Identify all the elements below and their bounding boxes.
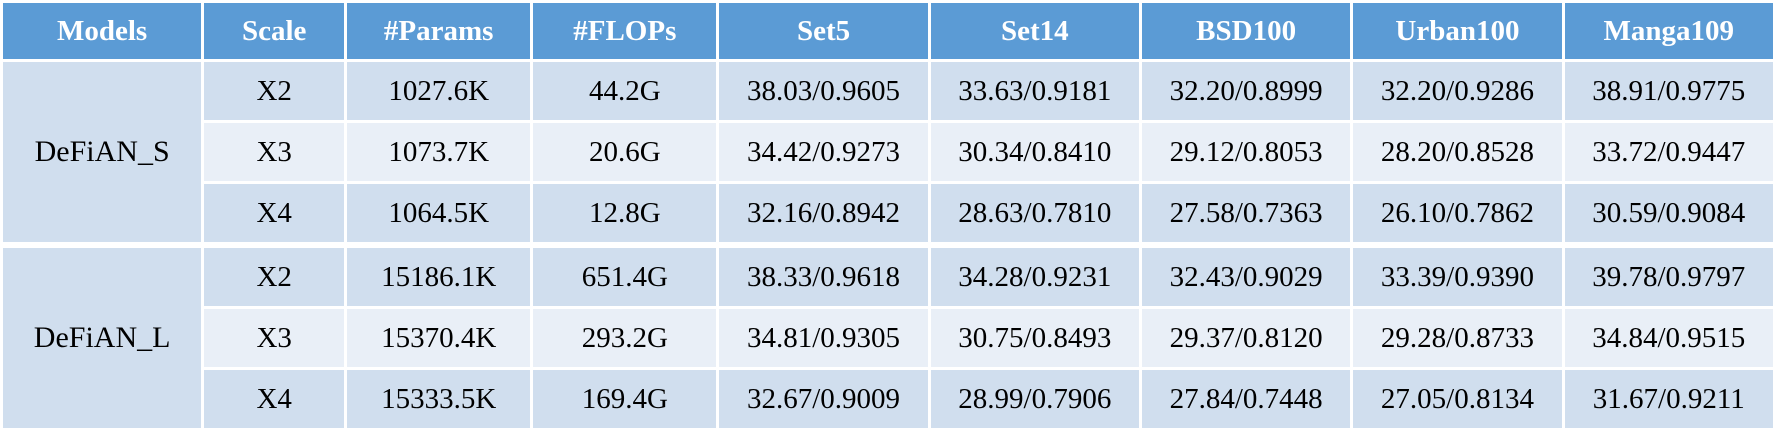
table-cell: X3 <box>204 123 345 181</box>
table-cell: 1027.6K <box>347 62 531 120</box>
table-cell: 29.28/0.8733 <box>1353 309 1562 367</box>
table-cell: 34.28/0.9231 <box>930 245 1139 306</box>
table-cell: 29.12/0.8053 <box>1141 123 1351 181</box>
table-cell: 38.91/0.9775 <box>1564 62 1773 120</box>
table-cell: X2 <box>204 62 345 120</box>
table-row: X4 1064.5K 12.8G 32.16/0.8942 28.63/0.7810 27… <box>3 184 1773 242</box>
table-cell: 29.37/0.8120 <box>1141 309 1351 367</box>
table-cell: 39.78/0.9797 <box>1564 245 1773 306</box>
table-cell: 32.20/0.9286 <box>1353 62 1562 120</box>
header-flops: #FLOPs <box>533 3 717 59</box>
table-cell: 30.59/0.9084 <box>1564 184 1773 242</box>
table-cell: 20.6G <box>533 123 717 181</box>
table-cell: X2 <box>204 245 345 306</box>
table-row: X4 15333.5K 169.4G 32.67/0.9009 28.99/0.7906… <box>3 370 1773 428</box>
table-cell: 27.05/0.8134 <box>1353 370 1562 428</box>
table-cell: 27.84/0.7448 <box>1141 370 1351 428</box>
table-cell: 28.20/0.8528 <box>1353 123 1562 181</box>
table-cell: 34.81/0.9305 <box>719 309 928 367</box>
model-name-cell: DeFiAN_L <box>3 245 202 428</box>
header-set5: Set5 <box>719 3 928 59</box>
table-cell: 33.39/0.9390 <box>1353 245 1562 306</box>
table-cell: 15333.5K <box>347 370 531 428</box>
table-cell: 33.72/0.9447 <box>1564 123 1773 181</box>
table-cell: 31.67/0.9211 <box>1564 370 1773 428</box>
table-cell: 32.43/0.9029 <box>1141 245 1351 306</box>
table-cell: 28.99/0.7906 <box>930 370 1139 428</box>
header-scale: Scale <box>204 3 345 59</box>
table-cell: 1073.7K <box>347 123 531 181</box>
table-cell: 28.63/0.7810 <box>930 184 1139 242</box>
table-cell: 12.8G <box>533 184 717 242</box>
table-cell: 30.75/0.8493 <box>930 309 1139 367</box>
table-cell: 38.33/0.9618 <box>719 245 928 306</box>
table-cell: 38.03/0.9605 <box>719 62 928 120</box>
table-cell: 27.58/0.7363 <box>1141 184 1351 242</box>
table-cell: 34.42/0.9273 <box>719 123 928 181</box>
table-cell: 169.4G <box>533 370 717 428</box>
header-row: Models Scale #Params #FLOPs Set5 Set14 B… <box>3 3 1773 59</box>
table-row: DeFiAN_S X2 1027.6K 44.2G 38.03/0.9605 33.63/… <box>3 62 1773 242</box>
table-cell: 32.16/0.8942 <box>719 184 928 242</box>
table-row: X3 1073.7K 20.6G 34.42/0.9273 30.34/0.8410 29… <box>3 123 1773 181</box>
table-row: X3 15370.4K 293.2G 34.81/0.9305 30.75/0.8493… <box>3 309 1773 367</box>
table-cell: 15370.4K <box>347 309 531 367</box>
table-row: DeFiAN_L X2 15186.1K 651.4G 38.33/0.9618 34.2… <box>3 245 1773 428</box>
table-cell: 651.4G <box>533 245 717 306</box>
table-cell: 26.10/0.7862 <box>1353 184 1562 242</box>
table-cell: 1064.5K <box>347 184 531 242</box>
table-cell: 32.20/0.8999 <box>1141 62 1351 120</box>
table-cell: 34.84/0.9515 <box>1564 309 1773 367</box>
model-name-cell: DeFiAN_S <box>3 62 202 242</box>
table-cell: X3 <box>204 309 345 367</box>
table-body: DeFiAN_S X2 1027.6K 44.2G 38.03/0.9605 33.63/… <box>3 62 1773 428</box>
table-cell: 30.34/0.8410 <box>930 123 1139 181</box>
header-urban100: Urban100 <box>1353 3 1562 59</box>
table-cell: 293.2G <box>533 309 717 367</box>
table-cell: 44.2G <box>533 62 717 120</box>
table-cell: X4 <box>204 370 345 428</box>
table-cell: 33.63/0.9181 <box>930 62 1139 120</box>
table-cell: 15186.1K <box>347 245 531 306</box>
table-cell: 32.67/0.9009 <box>719 370 928 428</box>
header-bsd100: BSD100 <box>1141 3 1351 59</box>
header-params: #Params <box>347 3 531 59</box>
header-manga109: Manga109 <box>1564 3 1773 59</box>
table-header: Models Scale #Params #FLOPs Set5 Set14 B… <box>3 3 1773 59</box>
header-models: Models <box>3 3 202 59</box>
table-cell: X4 <box>204 184 345 242</box>
header-set14: Set14 <box>930 3 1139 59</box>
